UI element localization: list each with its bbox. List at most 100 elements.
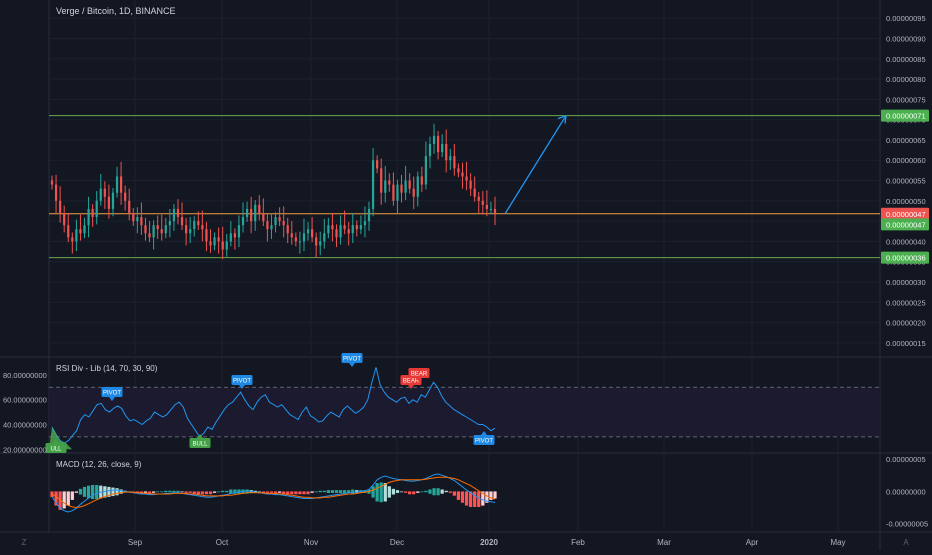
candle-body — [250, 208, 253, 222]
x-tick-label: Apr — [746, 538, 759, 547]
macd-histogram-bar — [428, 489, 432, 494]
candle-body — [416, 176, 419, 197]
candle-body — [371, 160, 375, 209]
candle-body — [363, 221, 367, 226]
macd-signal-line — [51, 476, 496, 509]
macd-histogram-bar — [403, 491, 408, 493]
candle-body — [404, 180, 407, 193]
rsi-signal-label-pointer — [481, 431, 487, 435]
rsi-band-fill — [49, 387, 880, 437]
macd-histogram-bar — [290, 491, 294, 495]
rsi-signal-label-pointer — [416, 378, 422, 382]
rsi-y-tick-label: 80.00000000 — [3, 371, 47, 380]
candle-body — [75, 229, 78, 242]
macd-histogram-bar — [395, 490, 400, 493]
candle-body — [95, 200, 98, 218]
candle-body — [319, 241, 322, 246]
candle-body — [477, 196, 480, 201]
macd-histogram-bar — [86, 485, 91, 499]
macd-histogram-bar — [493, 491, 497, 499]
candle-body — [205, 229, 208, 242]
candle-body — [50, 180, 54, 185]
candle-body — [384, 180, 387, 193]
candle-body — [197, 221, 200, 226]
candle-body — [209, 241, 212, 246]
candle-body — [185, 225, 188, 234]
candle-body — [376, 160, 379, 169]
candle-body — [485, 204, 488, 209]
macd-histogram-bar — [391, 488, 396, 495]
rsi-line — [51, 367, 496, 444]
macd-histogram-bar — [379, 482, 383, 503]
candle-body — [339, 225, 342, 238]
macd-histogram-bar — [481, 491, 485, 506]
macd-histogram-bar — [74, 491, 79, 493]
candle-body — [237, 225, 241, 238]
rsi-signal-label-bg — [231, 375, 253, 385]
macd-histogram-bar — [233, 489, 237, 494]
macd-histogram-bar — [245, 489, 249, 494]
macd-histogram-bar — [257, 491, 261, 493]
candle-body — [254, 204, 257, 222]
macd-histogram-bar — [54, 491, 58, 506]
candle-body — [290, 233, 293, 238]
macd-histogram-bar — [66, 491, 70, 506]
macd-histogram-bar — [399, 491, 404, 493]
rsi-signal-label-pointer — [197, 434, 203, 438]
candle-body — [315, 237, 318, 246]
candle-body — [54, 184, 58, 201]
x-tick-label: Feb — [571, 538, 585, 547]
candle-body — [355, 225, 358, 230]
candle-body — [168, 221, 171, 226]
rsi-y-tick-label: 40.00000000 — [3, 420, 47, 429]
macd-histogram-bar — [314, 491, 318, 493]
rsi-signal-label-bg — [473, 435, 495, 445]
candle-body — [380, 168, 383, 193]
candle-body — [258, 204, 261, 213]
candle-body — [469, 180, 472, 189]
candle-body — [87, 208, 90, 226]
candle-body — [180, 217, 184, 226]
candle-body — [392, 184, 395, 201]
macd-histogram-bar — [444, 490, 448, 493]
macd-histogram-bar — [294, 491, 298, 495]
macd-histogram-bar — [375, 483, 379, 502]
macd-histogram-bar — [164, 490, 168, 493]
macd-histogram-bar — [95, 484, 99, 500]
macd-histogram-bar — [70, 491, 74, 500]
macd-histogram-bar — [383, 483, 387, 502]
candle-body — [351, 225, 354, 234]
macd-histogram-bar — [168, 490, 172, 493]
rsi-y-tick-label: 60.00000000 — [3, 396, 47, 405]
candle-body — [71, 237, 74, 242]
macd-histogram-bar — [143, 491, 148, 493]
macd-y-tick-label: 0.00000005 — [886, 455, 926, 464]
candle-body — [310, 229, 314, 238]
candle-body — [420, 176, 423, 185]
rsi-signal-label-bg — [45, 443, 67, 453]
y-tick-label: 0.00000060 — [886, 156, 926, 165]
macd-histogram-bar — [338, 490, 343, 493]
candle-body — [408, 180, 411, 189]
candle-body — [119, 176, 123, 193]
macd-histogram-bar — [464, 491, 469, 506]
price-label-bg — [881, 251, 929, 264]
macd-histogram-bar — [204, 491, 209, 495]
y-tick-label: 0.00000065 — [886, 136, 926, 145]
macd-histogram-bar — [273, 491, 278, 495]
macd-histogram-bar — [355, 490, 359, 493]
rsi-signal-label: BEAR — [411, 372, 428, 378]
y-tick-label: 0.00000015 — [886, 339, 926, 348]
macd-histogram-bar — [225, 490, 229, 493]
macd-histogram-bar — [176, 490, 180, 493]
macd-histogram-bar — [217, 491, 221, 493]
candle-body — [302, 233, 306, 242]
macd-histogram-bar — [334, 490, 339, 493]
macd-histogram-bar — [298, 491, 302, 495]
candle-body — [428, 144, 432, 157]
rsi-signal-label-pointer — [349, 363, 355, 367]
